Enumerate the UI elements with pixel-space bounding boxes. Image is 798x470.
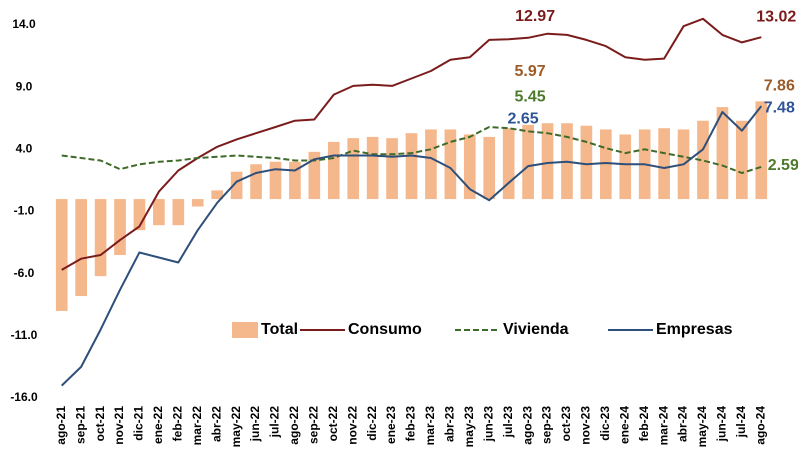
bar <box>736 120 748 200</box>
bar <box>580 125 593 200</box>
data-label: 5.97 <box>515 63 546 80</box>
data-label: 12.97 <box>515 8 555 25</box>
bar <box>191 199 204 207</box>
y-tick-label: 9.0 <box>16 79 33 93</box>
data-label: 7.48 <box>764 99 795 116</box>
x-tick-label: nov-21 <box>112 406 126 445</box>
x-tick-label: abr-24 <box>676 406 690 442</box>
bar <box>133 199 146 231</box>
bar <box>697 120 709 200</box>
legend-label: Total <box>261 321 298 338</box>
x-tick-label: abr-23 <box>443 406 457 442</box>
bar <box>755 101 768 200</box>
x-tick-label: ene-24 <box>617 406 631 444</box>
legend-label: Consumo <box>348 321 422 338</box>
bar <box>619 134 632 200</box>
x-tick-label: mar-22 <box>190 406 204 446</box>
x-tick-label: feb-23 <box>404 406 418 442</box>
bar <box>347 138 360 200</box>
line <box>61 126 762 174</box>
y-tick-label: -11.0 <box>11 328 38 342</box>
x-tick-label: jul-24 <box>734 406 748 439</box>
x-tick-label: ene-22 <box>151 406 165 444</box>
x-tick-label: jun-23 <box>481 406 495 443</box>
line <box>61 105 763 387</box>
x-tick-label: ago-21 <box>54 406 68 445</box>
x-tick-label: mar-24 <box>656 406 670 446</box>
bar <box>211 190 224 200</box>
x-tick-label: may-24 <box>695 406 709 448</box>
bar <box>269 161 282 200</box>
bar <box>114 199 126 256</box>
x-tick-label: sep-21 <box>73 406 87 444</box>
bar <box>366 136 379 200</box>
y-tick-label: -6.0 <box>14 266 35 280</box>
bar <box>502 128 515 200</box>
x-tick-label: feb-24 <box>637 406 651 442</box>
y-tick-label: -16.0 <box>10 390 38 404</box>
x-tick-label: nov-22 <box>345 406 359 445</box>
x-tick-label: jun-24 <box>715 406 729 443</box>
y-tick-label: 4.0 <box>16 142 33 156</box>
data-label: 13.02 <box>756 8 796 25</box>
y-tick-label: -1.0 <box>14 204 35 218</box>
bar <box>386 138 398 200</box>
x-tick-label: may-22 <box>229 406 243 448</box>
x-tick-label: oct-21 <box>93 406 107 442</box>
x-tick-label: jul-23 <box>501 406 515 439</box>
x-tick-label: dic-23 <box>598 406 612 441</box>
bar <box>658 128 670 200</box>
bar <box>541 123 554 200</box>
x-tick-label: oct-23 <box>559 406 573 442</box>
x-tick-label: sep-23 <box>540 406 554 444</box>
bar <box>172 199 185 226</box>
x-tick-label: ago-22 <box>287 406 301 445</box>
x-tick-label: ene-23 <box>384 406 398 444</box>
data-label: 2.59 <box>768 157 798 174</box>
y-tick-label: 14.0 <box>12 17 36 31</box>
legend-label: Empresas <box>656 321 733 338</box>
bar <box>94 199 107 277</box>
legend-swatch <box>232 322 258 338</box>
bar <box>463 134 476 200</box>
x-tick-label: ago-23 <box>520 406 534 445</box>
bar <box>153 199 165 226</box>
bar <box>599 129 612 200</box>
x-tick-label: mar-23 <box>423 406 437 446</box>
x-tick-label: jul-22 <box>268 406 282 439</box>
x-tick-label: abr-22 <box>209 406 223 442</box>
bar <box>522 124 534 200</box>
bar <box>444 129 457 200</box>
x-tick-label: may-23 <box>462 406 476 448</box>
x-tick-label: dic-22 <box>365 406 379 441</box>
data-label: 7.86 <box>764 78 795 95</box>
bar <box>55 199 68 311</box>
bar <box>327 141 340 200</box>
x-tick-label: feb-22 <box>170 406 184 442</box>
bar <box>716 107 729 200</box>
bar <box>405 133 418 200</box>
line <box>61 17 762 271</box>
bar <box>230 171 243 200</box>
x-tick-label: sep-22 <box>307 406 321 444</box>
bar <box>250 164 262 200</box>
data-label: 5.45 <box>515 89 546 106</box>
bar <box>308 151 321 200</box>
x-tick-label: dic-21 <box>132 406 146 441</box>
x-tick-label: jun-22 <box>248 406 262 443</box>
bar <box>75 199 87 297</box>
x-tick-label: nov-23 <box>579 406 593 445</box>
x-tick-label: oct-22 <box>326 406 340 442</box>
bar <box>425 129 437 200</box>
legend-label: Vivienda <box>503 321 569 338</box>
data-label: 2.65 <box>508 110 539 127</box>
bar <box>289 161 301 200</box>
x-tick-label: ago-24 <box>753 406 767 445</box>
bar <box>483 136 496 200</box>
